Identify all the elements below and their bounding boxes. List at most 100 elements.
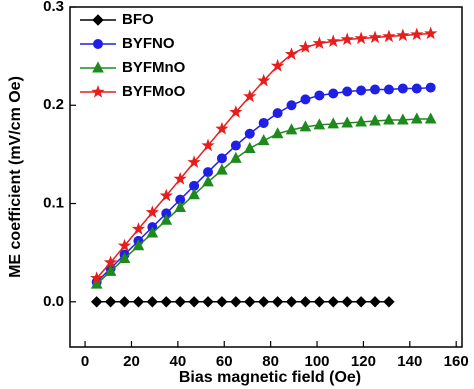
marker (383, 296, 395, 308)
x-tick-label: 60 (216, 353, 233, 370)
marker (383, 113, 395, 125)
marker (410, 112, 423, 124)
marker (270, 58, 285, 72)
marker (370, 84, 381, 95)
marker (145, 205, 159, 219)
marker (397, 83, 408, 94)
marker (383, 84, 394, 95)
marker (300, 94, 311, 105)
marker (299, 120, 312, 132)
marker (424, 112, 437, 124)
legend-marker (91, 85, 105, 98)
marker (90, 271, 104, 284)
marker (286, 100, 297, 111)
marker (328, 88, 339, 99)
marker (285, 296, 298, 308)
x-tick-label: 140 (397, 353, 422, 370)
marker (411, 83, 422, 94)
marker (173, 171, 187, 185)
marker (201, 138, 215, 152)
marker (342, 86, 353, 97)
series-line (96, 86, 431, 283)
marker (243, 141, 256, 154)
marker (368, 30, 382, 44)
marker (382, 29, 396, 43)
legend-label: BYFNO (122, 35, 175, 52)
y-tick-label: 0.2 (43, 96, 64, 113)
marker (327, 296, 339, 308)
y-tick-label: 0.1 (43, 195, 64, 212)
marker (425, 82, 436, 93)
marker (313, 296, 326, 308)
marker (187, 155, 201, 168)
marker (230, 151, 242, 163)
marker (230, 296, 242, 308)
marker (230, 140, 241, 151)
marker (271, 127, 284, 139)
marker (216, 296, 228, 308)
marker (103, 255, 118, 269)
marker (397, 113, 409, 125)
marker (132, 239, 145, 251)
legend-label: BYFMoO (122, 83, 186, 100)
legend-label: BFO (122, 11, 154, 28)
marker (258, 117, 269, 128)
marker (299, 296, 312, 308)
marker (271, 296, 284, 308)
marker (314, 90, 325, 101)
marker (298, 40, 313, 53)
marker (215, 121, 229, 135)
marker (188, 296, 200, 308)
x-tick-label: 20 (123, 353, 140, 370)
x-tick-label: 0 (81, 353, 89, 370)
marker (118, 296, 131, 308)
legend-marker (93, 39, 103, 49)
x-tick-label: 120 (351, 353, 376, 370)
marker (244, 128, 255, 139)
marker (229, 105, 243, 118)
marker (244, 296, 256, 308)
marker (326, 34, 340, 48)
marker (243, 89, 257, 103)
marker (410, 27, 424, 41)
marker (285, 123, 298, 135)
marker (203, 167, 214, 178)
marker (272, 108, 283, 119)
marker (132, 296, 145, 308)
marker (284, 47, 299, 60)
marker (257, 296, 270, 308)
marker (104, 296, 117, 308)
x-axis-label: Bias magnetic field (Oe) (179, 369, 361, 386)
marker (159, 188, 173, 202)
legend-marker (92, 14, 104, 26)
marker (104, 264, 117, 276)
marker (188, 188, 200, 200)
marker (257, 134, 270, 146)
marker (369, 114, 381, 126)
marker (356, 85, 367, 96)
marker (340, 32, 354, 46)
marker (174, 200, 187, 212)
marker (312, 36, 326, 50)
marker (424, 26, 438, 40)
marker (117, 238, 132, 252)
marker (174, 296, 186, 308)
marker (90, 296, 103, 308)
legend-marker (92, 61, 104, 73)
marker (131, 222, 146, 235)
marker (160, 213, 173, 225)
marker (327, 117, 340, 129)
y-axis-label: ME coefficient (mV/cm Oe) (7, 76, 24, 278)
marker (341, 296, 353, 308)
marker (216, 163, 228, 175)
marker (396, 28, 410, 42)
x-tick-label: 160 (444, 353, 469, 370)
marker (90, 277, 103, 289)
marker (146, 296, 159, 308)
marker (355, 115, 367, 127)
marker (341, 116, 354, 128)
marker (160, 296, 172, 308)
x-tick-label: 40 (170, 353, 187, 370)
y-tick-label: 0.3 (43, 0, 64, 15)
